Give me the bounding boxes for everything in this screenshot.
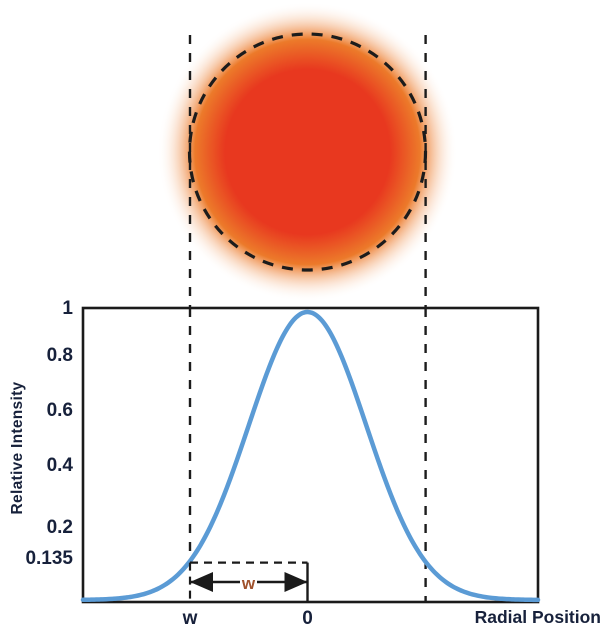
svg-text:1: 1 (62, 298, 73, 319)
svg-text:0.4: 0.4 (47, 455, 74, 476)
svg-text:Radial Position: Radial Position (475, 607, 601, 627)
svg-text:0: 0 (302, 608, 313, 629)
svg-text:0.135: 0.135 (25, 548, 73, 569)
svg-text:w: w (182, 608, 198, 629)
svg-text:Relative Intensity: Relative Intensity (9, 381, 26, 514)
svg-text:0.2: 0.2 (47, 517, 73, 538)
svg-text:0.6: 0.6 (47, 400, 73, 421)
svg-text:w: w (241, 574, 256, 593)
svg-text:0.8: 0.8 (47, 345, 73, 366)
